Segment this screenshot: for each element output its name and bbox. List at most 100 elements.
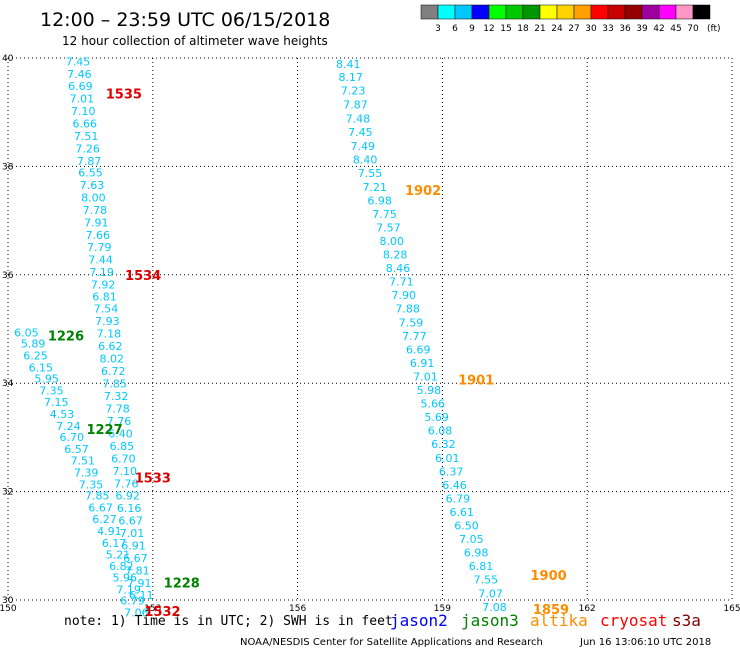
wave-height-value: 7.77 bbox=[402, 330, 427, 343]
color-scale-unit: (ft) bbox=[707, 24, 721, 34]
color-scale-label: 33 bbox=[602, 24, 613, 34]
wave-height-value: 8.28 bbox=[383, 249, 408, 262]
wave-height-value: 8.00 bbox=[379, 235, 404, 248]
color-scale-swatch bbox=[557, 5, 574, 19]
x-tick-label: 156 bbox=[289, 604, 306, 614]
wave-height-value: 8.40 bbox=[353, 154, 378, 167]
wave-height-value: 7.48 bbox=[346, 112, 371, 125]
satellite-legend-jason3: jason3 bbox=[461, 611, 519, 630]
color-scale-swatch bbox=[574, 5, 591, 19]
wave-height-value: 6.92 bbox=[115, 490, 140, 503]
wave-height-value: 6.81 bbox=[92, 290, 117, 303]
wave-height-value: 7.55 bbox=[358, 167, 383, 180]
wave-height-value: 7.45 bbox=[348, 126, 373, 139]
footer-timestamp: Jun 16 13:06:10 UTC 2018 bbox=[579, 637, 711, 648]
wave-height-value: 8.17 bbox=[338, 71, 363, 84]
pass-time-label: 1534 bbox=[125, 269, 161, 284]
wave-height-value: 7.88 bbox=[395, 303, 420, 316]
color-scale-label: 42 bbox=[653, 24, 664, 34]
color-scale-swatch bbox=[421, 5, 438, 19]
wave-height-value: 7.75 bbox=[372, 208, 397, 221]
color-scale-swatch bbox=[455, 5, 472, 19]
wave-height-value: 6.67 bbox=[118, 515, 143, 528]
wave-height-value: 6.81 bbox=[469, 560, 494, 573]
wave-height-value: 7.44 bbox=[88, 253, 113, 266]
wave-height-value: 6.61 bbox=[449, 506, 474, 519]
color-scale-swatch bbox=[693, 5, 710, 19]
wave-height-value: 6.66 bbox=[72, 117, 97, 130]
y-tick-label: 38 bbox=[2, 162, 14, 172]
color-scale-label: 18 bbox=[517, 24, 529, 34]
color-scale-label: 39 bbox=[636, 24, 648, 34]
color-scale-label: 24 bbox=[551, 24, 563, 34]
wave-height-value: 6.69 bbox=[406, 343, 431, 356]
color-scale-swatch bbox=[642, 5, 659, 19]
wave-height-value: 7.78 bbox=[105, 402, 130, 415]
wave-height-value: 8.41 bbox=[336, 58, 361, 71]
pass-time-label: 1226 bbox=[48, 330, 84, 345]
wave-height-value: 6.01 bbox=[435, 452, 460, 465]
wave-height-value: 7.18 bbox=[97, 328, 122, 341]
color-scale-swatch bbox=[591, 5, 608, 19]
page-subtitle: 12 hour collection of altimeter wave hei… bbox=[62, 34, 328, 48]
wave-height-value: 7.19 bbox=[89, 266, 114, 279]
wave-height-value: 6.37 bbox=[439, 465, 464, 478]
wave-height-value: 6.98 bbox=[367, 194, 392, 207]
wave-height-value: 7.10 bbox=[113, 465, 138, 478]
pass-time-label: 1902 bbox=[405, 184, 441, 199]
color-scale-swatch bbox=[540, 5, 557, 19]
color-scale-swatch bbox=[472, 5, 489, 19]
wave-height-value: 7.32 bbox=[104, 390, 129, 403]
page-title: 12:00 – 23:59 UTC 06/15/2018 bbox=[40, 9, 330, 31]
color-scale-swatch bbox=[489, 5, 506, 19]
footer-credit: NOAA/NESDIS Center for Satellite Applica… bbox=[240, 637, 543, 648]
wave-height-value: 7.59 bbox=[399, 316, 424, 329]
wave-height-value: 7.26 bbox=[75, 142, 100, 155]
wave-height-value: 6.62 bbox=[98, 340, 123, 353]
wave-height-value: 5.98 bbox=[417, 384, 442, 397]
pass-time-label: 1901 bbox=[458, 373, 494, 388]
wave-height-value: 7.93 bbox=[95, 315, 120, 328]
color-scale-label: 27 bbox=[568, 24, 579, 34]
wave-height-value: 7.01 bbox=[413, 370, 438, 383]
color-scale-label: 9 bbox=[469, 24, 475, 34]
wave-height-value: 6.98 bbox=[464, 547, 489, 560]
y-tick-label: 30 bbox=[2, 596, 14, 606]
color-scale-label: 3 bbox=[435, 24, 441, 34]
wave-height-value: 7.21 bbox=[363, 181, 388, 194]
wave-height-value: 7.57 bbox=[376, 221, 401, 234]
y-tick-label: 32 bbox=[2, 488, 13, 498]
wave-height-chart: 12:00 – 23:59 UTC 06/15/2018 12 hour col… bbox=[0, 0, 740, 650]
pass-time-label: 1535 bbox=[106, 87, 142, 102]
pass-time-label: 1228 bbox=[164, 577, 200, 592]
color-scale-label: 30 bbox=[585, 24, 597, 34]
color-scale-swatch bbox=[523, 5, 540, 19]
wave-height-value: 6.16 bbox=[117, 502, 142, 515]
wave-height-value: 7.10 bbox=[71, 105, 96, 118]
wave-height-value: 7.91 bbox=[84, 217, 109, 230]
color-scale-swatch bbox=[608, 5, 625, 19]
wave-height-value: 5.66 bbox=[420, 398, 445, 411]
color-scale-swatch bbox=[659, 5, 676, 19]
color-scale-label: 21 bbox=[534, 24, 545, 34]
color-scale-label: 15 bbox=[500, 24, 511, 34]
satellite-legend-s3a: s3a bbox=[672, 611, 701, 630]
color-scale-label: 6 bbox=[452, 24, 458, 34]
wave-height-value: 6.08 bbox=[428, 425, 453, 438]
satellite-legend-altika: altika bbox=[530, 611, 588, 630]
wave-height-value: 6.32 bbox=[431, 438, 456, 451]
wave-height-value: 8.02 bbox=[100, 353, 125, 366]
wave-height-value: 6.85 bbox=[110, 440, 135, 453]
wave-height-value: 7.07 bbox=[478, 587, 503, 600]
color-scale-swatch bbox=[625, 5, 642, 19]
color-scale-label: 45 bbox=[670, 24, 681, 34]
color-scale-legend: 3 6 9 12 15 18 21 24 27 30 33 36 39 42 45 70 bbox=[421, 5, 710, 34]
wave-height-value: 6.50 bbox=[454, 520, 479, 533]
wave-height-value: 7.90 bbox=[392, 289, 417, 302]
wave-height-values: 7.457.466.697.017.106.667.517.267.876.55… bbox=[14, 56, 507, 620]
wave-height-value: 7.05 bbox=[459, 533, 484, 546]
x-tick-label: 165 bbox=[723, 604, 740, 614]
satellite-legend-cryosat: cryosat bbox=[600, 611, 667, 630]
wave-height-value: 8.46 bbox=[386, 262, 411, 275]
color-scale-swatch bbox=[506, 5, 523, 19]
